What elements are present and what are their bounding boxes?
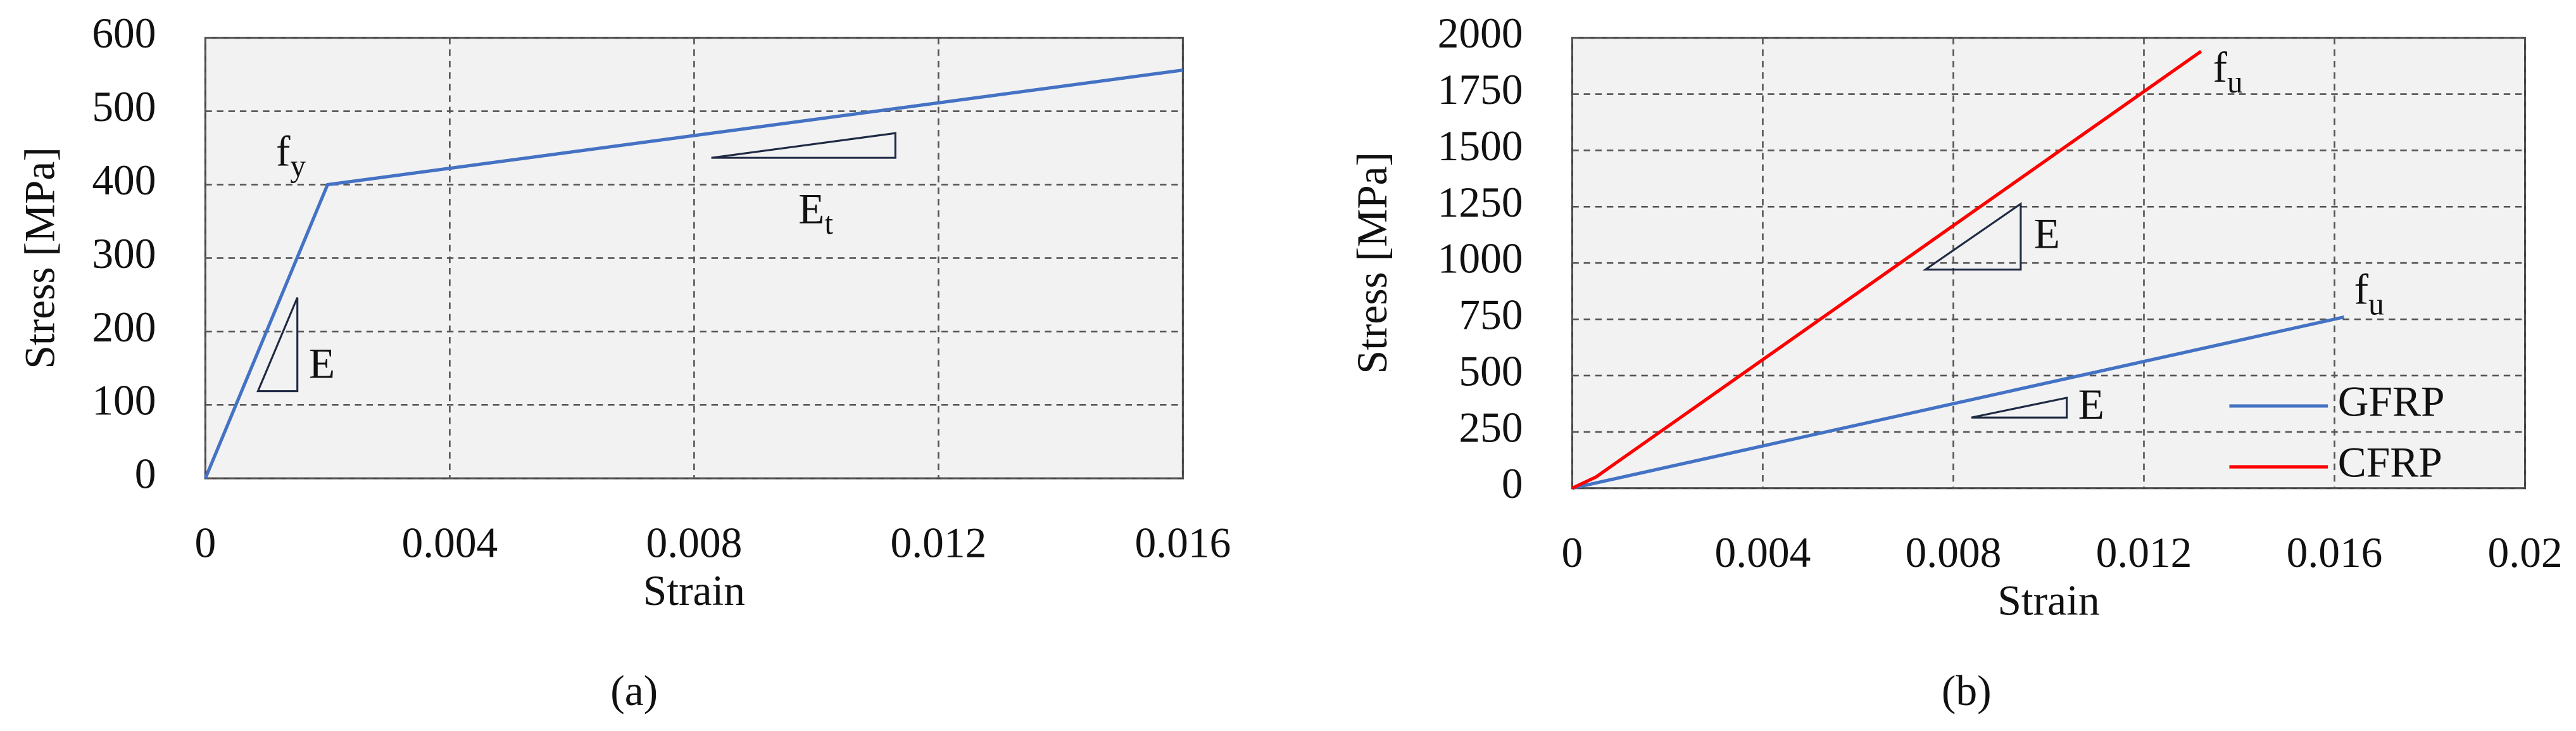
legend-label: CFRP [2338,438,2442,486]
x-tick-label: 0.012 [2096,529,2192,576]
y-tick-label: 500 [92,83,156,130]
annotation: E [309,340,335,388]
annotation-text: f [2354,266,2369,314]
annotation: fu [2213,44,2242,100]
x-tick-label: 0.004 [401,519,498,567]
x-tick-label: 0.004 [1715,529,1811,576]
annotation: E [2078,381,2104,429]
y-tick-label: 1250 [1438,179,1523,226]
annotation: E [2034,210,2060,258]
x-tick-label: 0.016 [2287,529,2383,576]
x-tick-label: 0.02 [2488,529,2563,576]
y-tick-label: 600 [92,10,156,57]
caption: (a) [610,667,658,715]
annotation-subscript: u [2368,287,2384,322]
y-tick-label: 250 [1459,404,1523,451]
annotation: fu [2354,266,2384,322]
annotation-text: E [2034,210,2060,258]
y-tick-label: 2000 [1438,10,1523,57]
x-tick-label: 0.008 [1906,529,2002,576]
y-tick-label: 1750 [1438,66,1523,113]
y-axis-label: Stress [MPa] [1348,152,1396,374]
y-tick-label: 500 [1459,347,1523,395]
annotation: Et [798,186,833,241]
y-tick-label: 0 [135,450,156,498]
y-tick-label: 400 [92,156,156,204]
data-line [1571,49,2202,490]
y-tick-label: 300 [92,230,156,277]
annotation-subscript: y [290,149,306,184]
y-tick-label: 200 [92,303,156,351]
data-line [1571,315,2345,490]
x-tick-label: 0.012 [891,519,987,567]
x-axis-label: Strain [1997,576,2099,624]
caption: (b) [1942,667,1992,715]
annotation-text: E [2078,381,2104,429]
x-tick-label: 0 [1562,529,1583,576]
y-tick-label: 750 [1459,291,1523,339]
x-axis-label: Strain [643,567,745,614]
x-tick-label: 0 [195,519,217,567]
annotation-text: f [2213,44,2227,92]
y-tick-label: 0 [1502,460,1523,507]
x-tick-label: 0.016 [1135,519,1231,567]
y-tick-label: 1500 [1438,122,1523,170]
annotation: fy [276,128,306,184]
annotation-subscript: u [2227,65,2243,99]
slope-triangle [1971,397,2068,419]
slope-triangle [1922,201,2022,271]
slope-triangle [711,132,896,159]
annotation-text: E [309,340,335,388]
annotation-text: E [798,186,824,233]
annotation-subscript: t [824,206,833,241]
y-axis-label: Stress [MPa] [16,147,64,369]
slope-triangle [256,297,299,393]
data-line [203,68,1183,480]
legend-label: GFRP [2338,378,2445,425]
annotation-text: f [276,128,291,175]
y-tick-label: 1000 [1438,235,1523,283]
x-tick-label: 0.008 [646,519,742,567]
y-tick-label: 100 [92,377,156,424]
